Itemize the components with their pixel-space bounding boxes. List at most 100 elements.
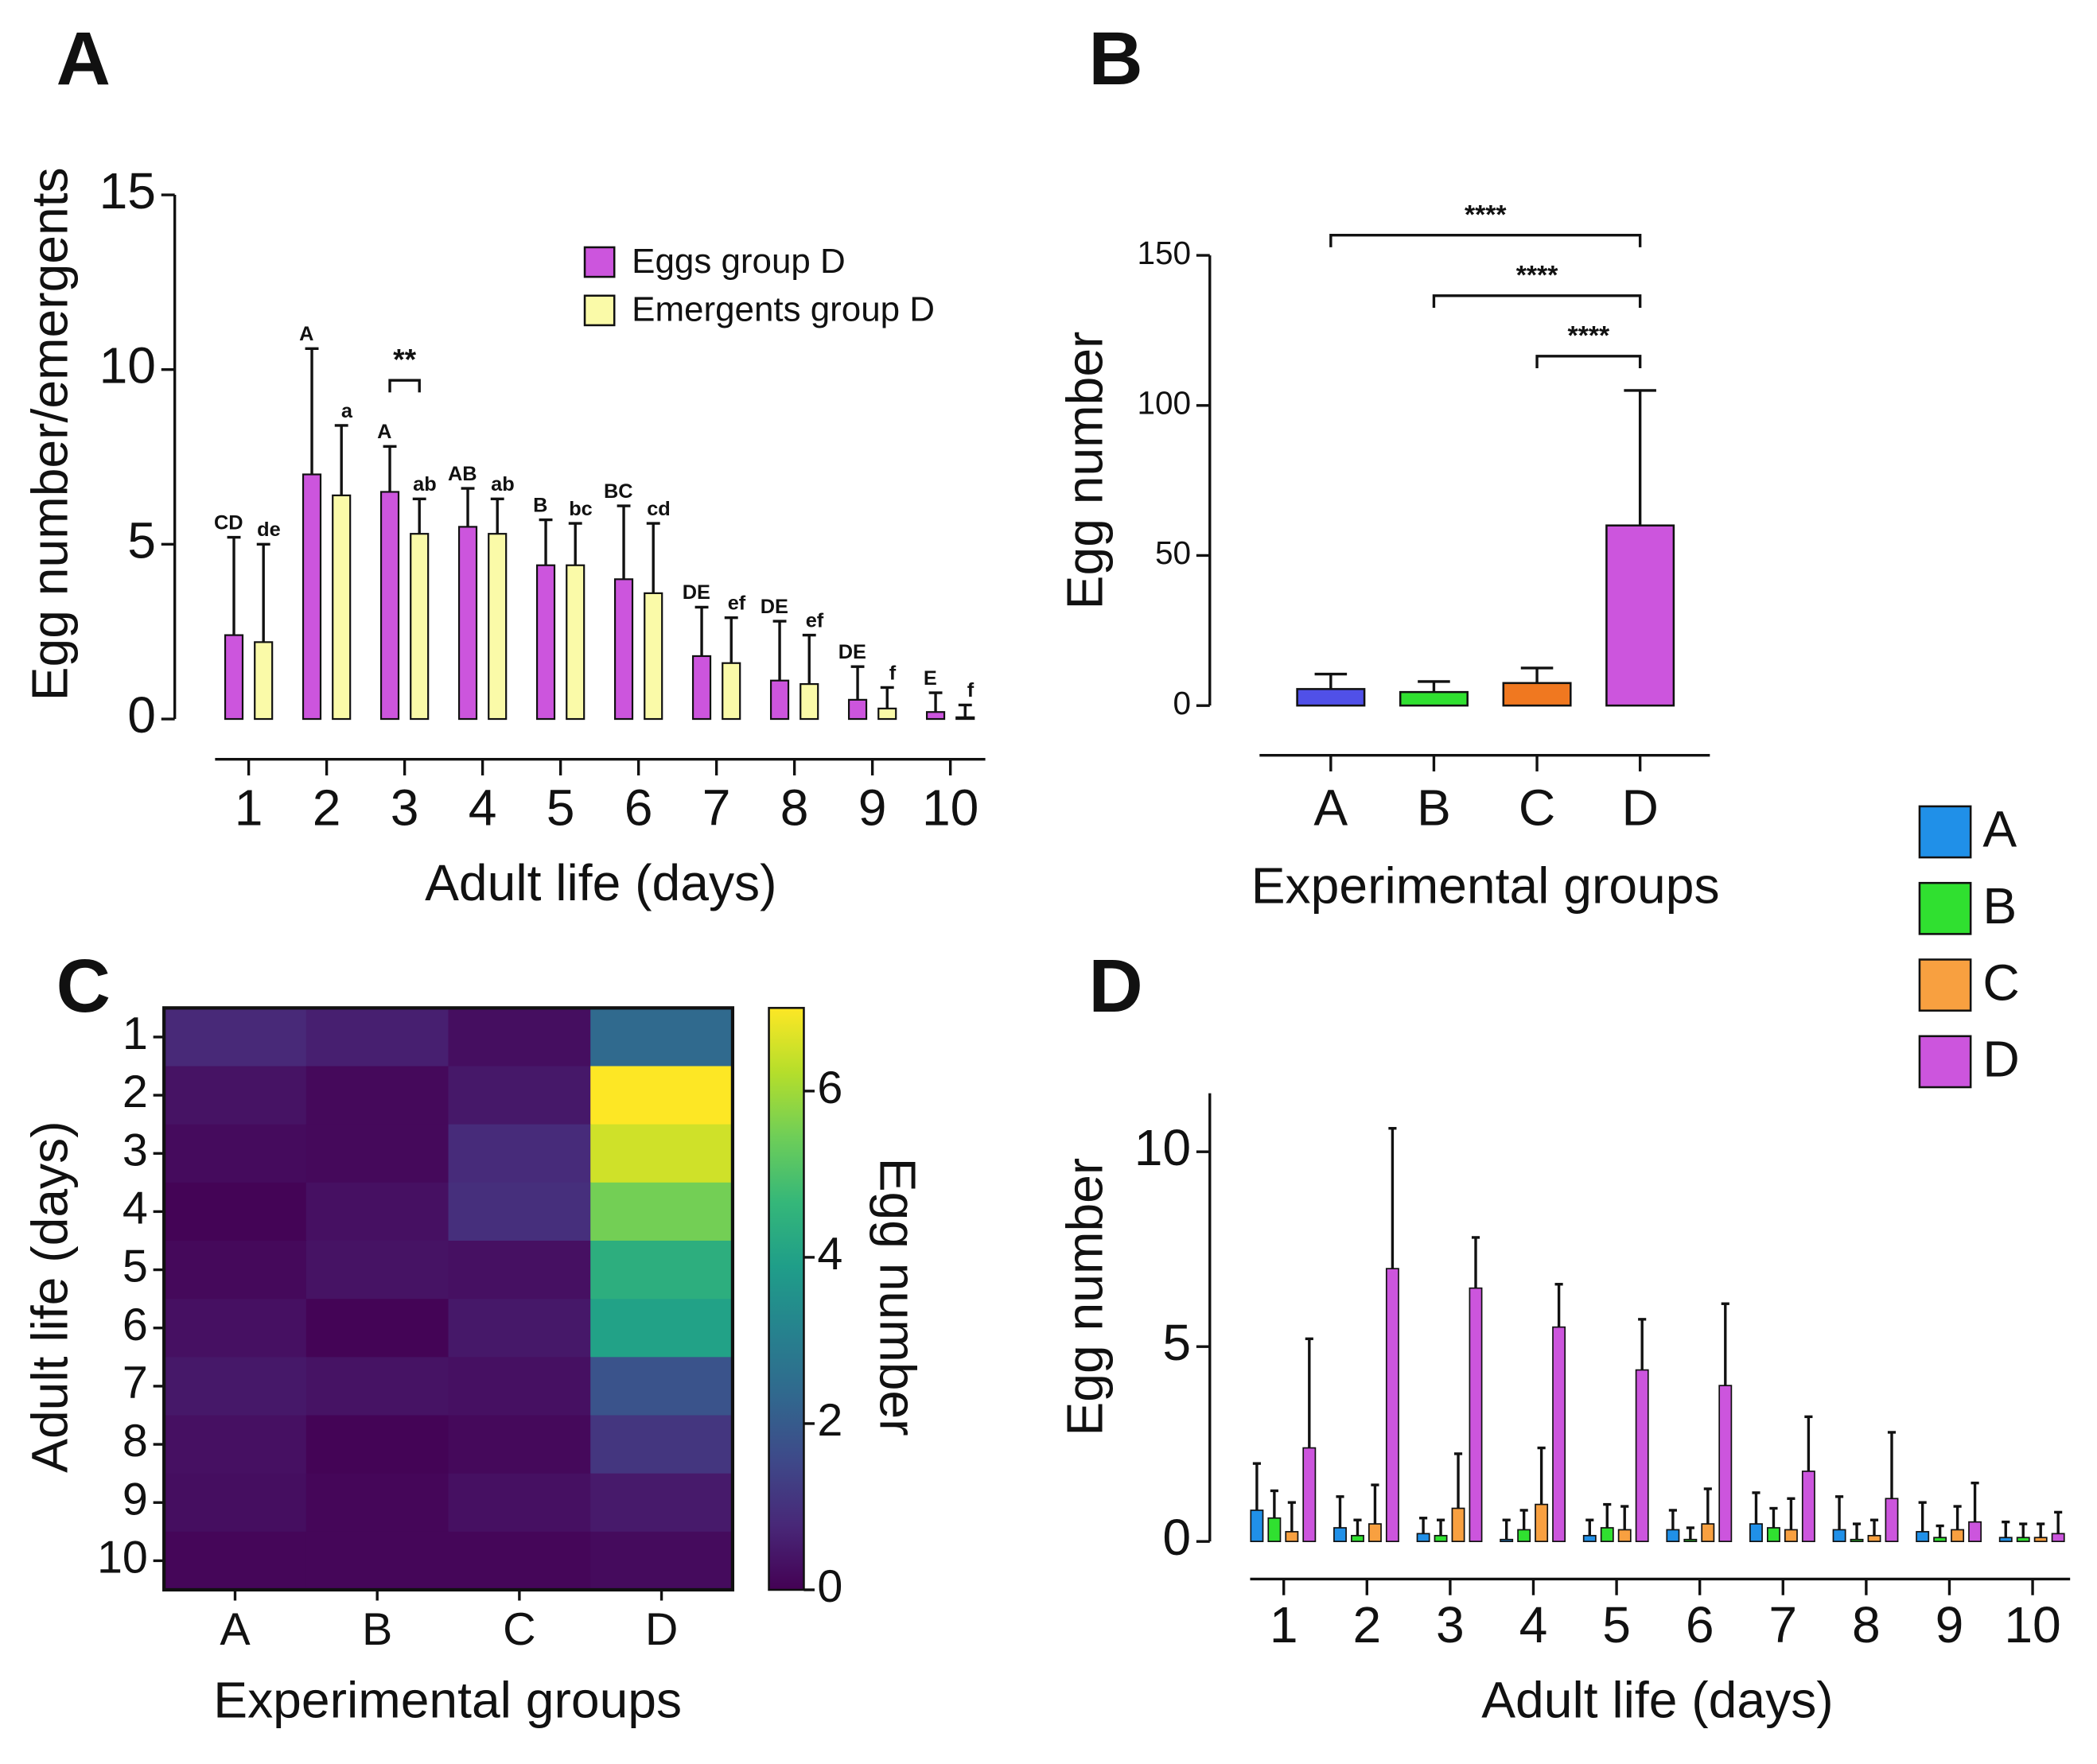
bar xyxy=(1368,1523,1382,1543)
y-tick-label: 2 xyxy=(123,1067,148,1117)
bar xyxy=(1998,1537,2013,1543)
bar xyxy=(847,698,868,721)
x-axis-label: Adult life (days) xyxy=(1481,1672,1833,1729)
x-tick-label: 10 xyxy=(922,779,978,837)
heatmap-cell xyxy=(590,1415,733,1475)
heatmap-cell xyxy=(590,1124,733,1183)
panel-label: C xyxy=(56,944,111,1028)
bar xyxy=(925,711,946,721)
bar xyxy=(800,683,819,721)
bar xyxy=(302,473,322,721)
bar xyxy=(1718,1385,1733,1543)
significance-letter: f xyxy=(889,662,897,684)
colorbar-tick-label: 4 xyxy=(817,1229,842,1280)
bar xyxy=(1333,1527,1347,1543)
bar xyxy=(1850,1538,1864,1543)
bar xyxy=(1535,1503,1549,1543)
significance-letter: ab xyxy=(491,473,515,495)
bar xyxy=(1951,1529,1965,1543)
bar xyxy=(1434,1534,1448,1543)
colorbar xyxy=(768,1007,805,1591)
significance-letter: ef xyxy=(806,609,824,631)
significance-letter: A xyxy=(377,421,391,443)
x-tick-label: 3 xyxy=(391,779,419,837)
bar xyxy=(722,662,741,721)
x-tick-label: 4 xyxy=(469,779,497,837)
heatmap-cell xyxy=(164,1182,307,1241)
x-tick-label: A xyxy=(220,1604,251,1655)
bar xyxy=(1302,1447,1317,1543)
heatmap-cell xyxy=(448,1124,592,1183)
heatmap-cell xyxy=(164,1124,307,1183)
heatmap-cell xyxy=(164,1299,307,1358)
x-tick-label: 2 xyxy=(1352,1596,1381,1653)
bar xyxy=(877,707,897,721)
legend-label: D xyxy=(1982,1031,2019,1088)
significance-letter: cd xyxy=(647,498,671,520)
bar xyxy=(1916,1531,1930,1543)
heatmap-cell xyxy=(448,1299,592,1358)
bar xyxy=(1552,1326,1566,1543)
bar xyxy=(691,655,712,721)
significance-letter: DE xyxy=(683,581,710,604)
legend-label: Emergents group D xyxy=(632,290,935,329)
x-tick-label: C xyxy=(503,1604,535,1655)
heatmap-cell xyxy=(305,1182,449,1241)
significance-letter: ef xyxy=(728,592,746,614)
x-tick-label: 6 xyxy=(1686,1596,1714,1653)
bar xyxy=(1635,1369,1649,1543)
bar xyxy=(1385,1268,1399,1543)
y-axis-label: Egg number xyxy=(1056,332,1114,610)
significance-label: **** xyxy=(1568,321,1610,351)
bar xyxy=(1766,1527,1780,1543)
bar xyxy=(1500,1538,1514,1543)
heatmap-cell xyxy=(164,1357,307,1416)
bar xyxy=(1968,1521,1982,1543)
y-tick-label: 0 xyxy=(1162,1509,1191,1566)
x-axis-label: Experimental groups xyxy=(213,1672,682,1729)
bar xyxy=(1250,1510,1264,1543)
y-tick-label: 5 xyxy=(123,1241,148,1292)
heatmap-frame xyxy=(162,1006,735,1592)
bar xyxy=(379,491,400,721)
bar xyxy=(1605,524,1675,707)
significance-letter: A xyxy=(299,323,313,345)
significance-letter: de xyxy=(257,519,281,541)
y-tick-label: 10 xyxy=(97,1533,148,1583)
significance-letter: DE xyxy=(761,596,788,618)
bar xyxy=(613,578,634,721)
heatmap-cell xyxy=(590,1182,733,1241)
x-tick-label: 8 xyxy=(780,779,809,837)
bar xyxy=(1832,1529,1846,1543)
x-tick-label: 6 xyxy=(624,779,653,837)
bar xyxy=(1749,1523,1763,1543)
y-tick-label: 8 xyxy=(123,1416,148,1467)
bar xyxy=(1933,1537,1947,1543)
bar xyxy=(955,716,975,721)
significance-label: **** xyxy=(1465,200,1507,230)
significance-bracket xyxy=(1432,294,1642,308)
heatmap-cell xyxy=(305,1473,449,1533)
bar xyxy=(1296,688,1366,707)
significance-letter: AB xyxy=(448,463,477,485)
legend-label: Eggs group D xyxy=(632,242,846,281)
heatmap-cell xyxy=(164,1473,307,1533)
heatmap-cell xyxy=(448,1240,592,1300)
x-tick-label: C xyxy=(1519,779,1555,837)
significance-letter: a xyxy=(341,400,353,422)
bar xyxy=(1285,1531,1299,1543)
x-tick-label: 2 xyxy=(313,779,341,837)
bar xyxy=(1451,1507,1465,1543)
significance-letter: DE xyxy=(838,641,866,663)
bar xyxy=(1885,1498,1899,1543)
x-tick-label: 1 xyxy=(235,779,263,837)
heatmap-cell xyxy=(305,1008,449,1067)
x-tick-label: 1 xyxy=(1270,1596,1298,1653)
y-axis-label: Egg number xyxy=(1056,1158,1114,1436)
heatmap-cell xyxy=(448,1357,592,1416)
heatmap-cell xyxy=(590,1357,733,1416)
heatmap-cell xyxy=(590,1473,733,1533)
heatmap-cell xyxy=(305,1240,449,1300)
y-tick-label: 9 xyxy=(123,1474,148,1525)
bar xyxy=(566,564,586,721)
